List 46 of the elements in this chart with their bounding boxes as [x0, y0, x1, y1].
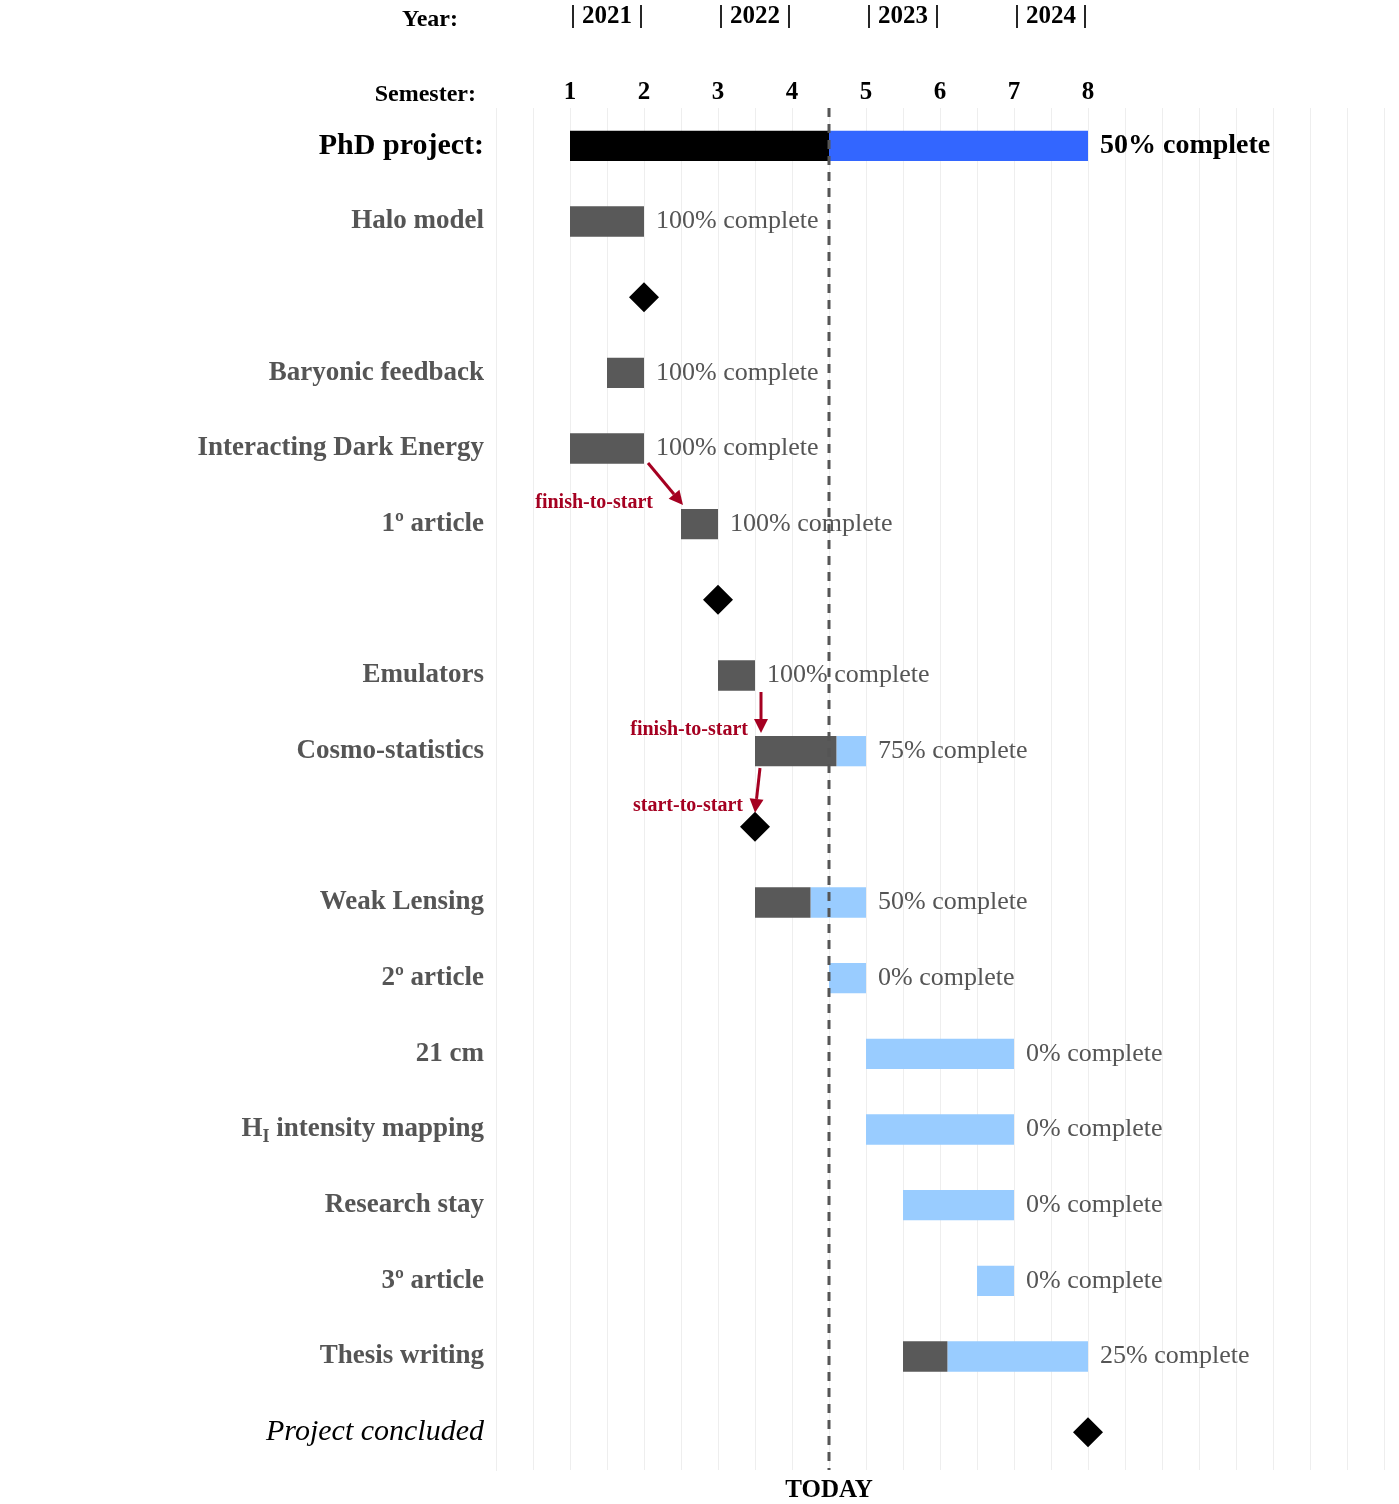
x-tick-label: 6 — [933, 77, 947, 105]
x-tick-label: 5 — [859, 77, 873, 105]
annotation: 100% complete — [656, 205, 819, 235]
annotation: 50% complete — [1100, 128, 1271, 160]
x-tick-label: 7 — [1007, 77, 1021, 105]
annotation: finish-to-start — [535, 490, 654, 513]
x-tick-label: 4 — [785, 77, 799, 105]
y-tick-label: Cosmo-statistics — [296, 734, 485, 765]
y-tick-label: 3º article — [381, 1263, 485, 1294]
x-tick-label: 3 — [711, 77, 725, 105]
text: PhD project: — [318, 126, 484, 160]
annotation: 100% complete — [767, 659, 930, 689]
x2-tick-label: | 2022 | — [718, 1, 792, 29]
annotation: finish-to-start — [630, 717, 749, 740]
y-tick-label: Baryonic feedback — [268, 355, 485, 386]
annotation: 50% complete — [878, 886, 1028, 916]
annotation: 0% complete — [878, 961, 1015, 991]
x2-tick-label: | 2021 | — [570, 1, 644, 29]
x-tick-label: 8 — [1081, 77, 1095, 105]
x2-tick-label: | 2024 | — [1014, 1, 1088, 29]
y-tick-label: Research stay — [324, 1188, 485, 1219]
y-tick-label: 1º article — [381, 507, 485, 538]
x2-axis-title: Year: — [402, 5, 458, 32]
annotation: start-to-start — [633, 793, 744, 816]
annotation: 100% complete — [656, 356, 819, 386]
annotation: 100% complete — [730, 507, 893, 537]
x-tick-label: 2 — [637, 77, 651, 105]
y-tick-label: 21 cm — [415, 1036, 485, 1067]
x-axis-title: Semester: — [374, 80, 476, 107]
x2-tick-label: | 2023 | — [866, 1, 940, 29]
y-tick-label: Weak Lensing — [319, 885, 485, 916]
annotation: 0% complete — [1026, 1188, 1163, 1218]
annotation: 25% complete — [1100, 1340, 1250, 1370]
y-tick-label: Project concluded — [265, 1413, 485, 1447]
annotation: 75% complete — [878, 734, 1028, 764]
x-tick-label: 1 — [563, 77, 577, 105]
y-tick-label: Interacting Dark Energy — [197, 431, 485, 462]
annotation: 100% complete — [656, 432, 819, 462]
annotation: 0% complete — [1026, 1264, 1163, 1294]
annotation: 0% complete — [1026, 1113, 1163, 1143]
y-tick-label: 2º article — [381, 961, 485, 992]
annotation: 0% complete — [1026, 1037, 1163, 1067]
y-tick-label: Emulators — [362, 658, 484, 689]
y-tick-label: Thesis writing — [319, 1339, 485, 1370]
y-tick-label: Halo model — [351, 204, 485, 235]
ref-line-label: TODAY — [785, 1474, 873, 1502]
